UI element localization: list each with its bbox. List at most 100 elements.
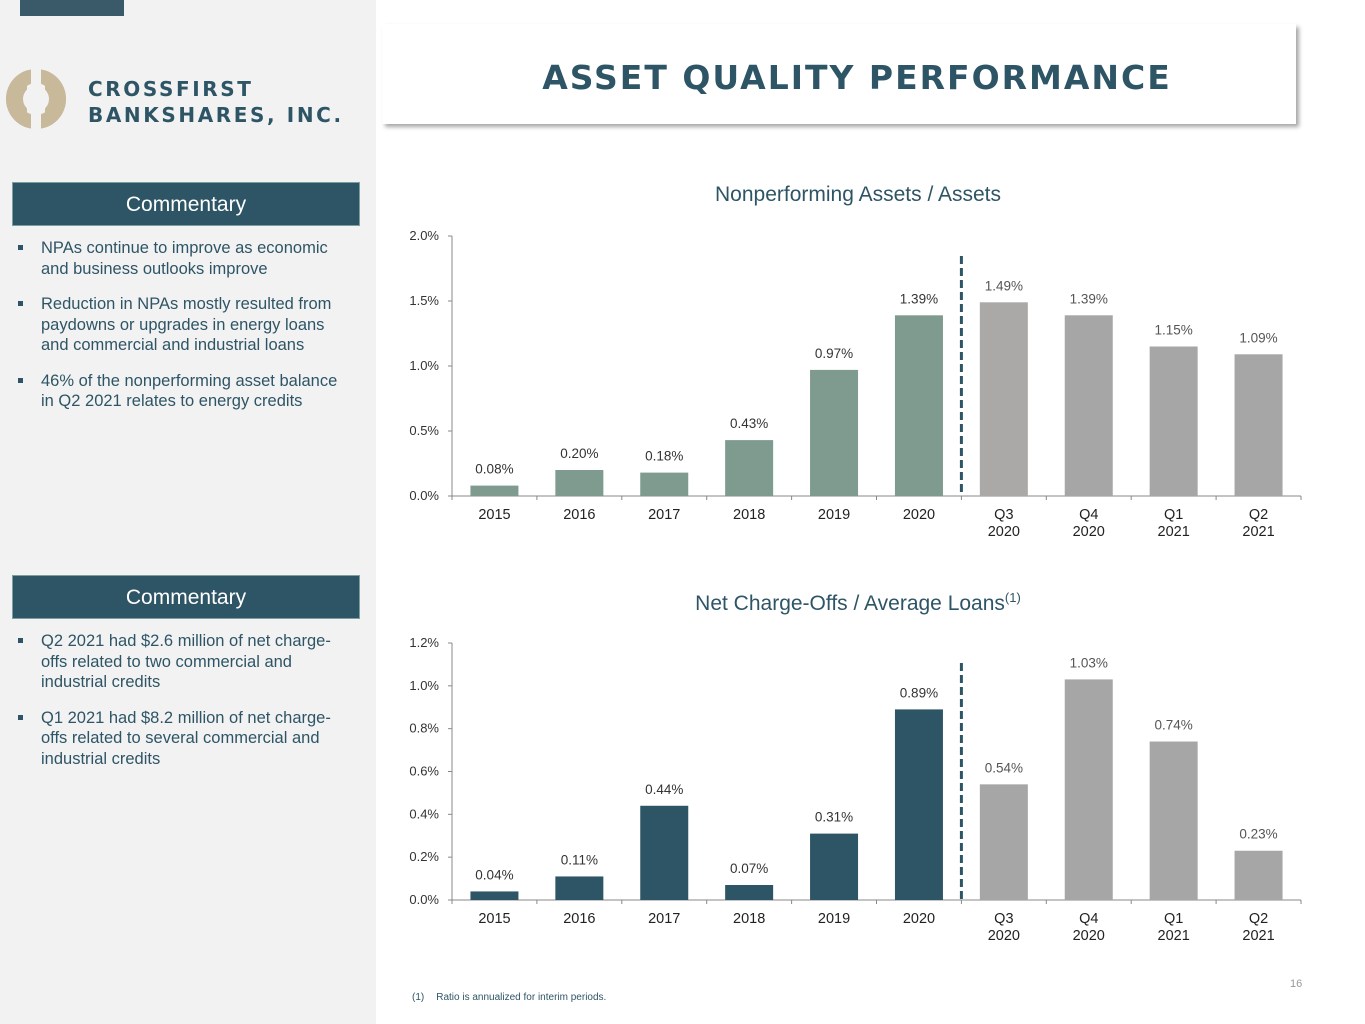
bar [725,440,774,496]
data-label: 1.15% [1155,323,1193,338]
data-label: 0.31% [815,810,853,825]
x-tick-label: 2018 [733,911,765,927]
data-label: 1.49% [985,278,1023,293]
y-tick-label: 0.0% [409,488,439,503]
data-label: 1.39% [1070,291,1108,306]
chart-title-nco: Net Charge-Offs / Average Loans(1) [695,590,1021,615]
bar [1234,354,1283,496]
bar [640,472,689,496]
data-label: 0.44% [645,782,683,797]
bar [470,485,519,496]
x-tick-label: Q3 [994,911,1013,927]
bar [725,885,774,900]
bar [1149,346,1198,496]
y-tick-label: 0.8% [409,721,439,736]
npa-chart: 0.0% 0.5% 1.0% 1.5% 2.0% 0.08% 2015 0.20% 2016 0.… [409,228,1302,540]
footnote: (1) Ratio is annualized for interim perio… [412,992,607,1003]
x-tick-label: 2017 [648,507,680,523]
data-label: 0.07% [730,861,768,876]
list-item: Reduction in NPAs mostly resulted from p… [18,294,353,356]
x-tick-label: 2017 [648,911,680,927]
chart-title-npa: Nonperforming Assets / Assets [715,183,1001,206]
x-tick-label: 2020 [1073,524,1105,540]
bar [555,876,604,900]
bar [640,805,689,900]
x-tick-label: 2021 [1242,928,1274,944]
x-tick-label: Q2 [1249,911,1268,927]
commentary-list-1: NPAs continue to improve as economic and… [18,238,353,427]
x-tick-label: 2021 [1158,928,1190,944]
data-label: 1.09% [1239,330,1277,345]
list-item: NPAs continue to improve as economic and… [18,238,353,279]
page-number: 16 [1290,978,1303,990]
data-label: 0.54% [985,760,1023,775]
x-tick-label: 2021 [1158,524,1190,540]
bar [555,470,604,496]
x-tick-label: Q3 [994,507,1013,523]
bar [470,891,519,900]
data-label: 1.03% [1070,655,1108,670]
top-tab-decoration [20,0,124,16]
brand-name: CROSSFIRST BANKSHARES, INC. [88,76,344,128]
data-label: 0.04% [475,867,513,882]
y-tick-label: 0.4% [409,806,439,821]
data-label: 0.97% [815,346,853,361]
bar [810,833,859,900]
bar [894,315,943,496]
y-tick-label: 1.5% [409,293,439,308]
x-tick-label: 2020 [988,524,1020,540]
bar [1234,850,1283,900]
bar [979,302,1028,496]
bullet-square-icon [18,638,23,643]
commentary-heading-2: Commentary [12,575,360,619]
commentary-list-2: Q2 2021 had $2.6 million of net charge-o… [18,631,353,784]
x-tick-label: 2015 [478,507,510,523]
x-tick-label: 2021 [1242,524,1274,540]
data-label: 0.08% [475,462,513,477]
brand-line-1: CROSSFIRST [88,77,254,101]
x-tick-label: 2018 [733,507,765,523]
x-tick-label: 2020 [903,911,935,927]
data-label: 0.20% [560,446,598,461]
y-tick-label: 0.5% [409,423,439,438]
list-item: Q1 2021 had $8.2 million of net charge-o… [18,708,353,770]
list-item: Q2 2021 had $2.6 million of net charge-o… [18,631,353,693]
left-panel [0,0,376,1024]
x-tick-label: Q2 [1249,507,1268,523]
bar [894,709,943,900]
page-title: ASSET QUALITY PERFORMANCE [542,58,1172,97]
x-tick-label: 2020 [903,507,935,523]
bar [1149,741,1198,900]
x-tick-label: 2019 [818,911,850,927]
x-tick-label: Q4 [1079,507,1098,523]
y-tick-label: 1.0% [409,358,439,373]
list-item: 46% of the nonperforming asset balance i… [18,371,353,412]
x-tick-label: Q1 [1164,911,1183,927]
data-label: 0.23% [1239,827,1277,842]
data-label: 0.74% [1155,718,1193,733]
bullet-square-icon [18,301,23,306]
bar [810,369,859,496]
data-label: 0.11% [561,852,598,867]
x-tick-label: 2019 [818,507,850,523]
y-tick-label: 0.0% [409,892,439,907]
x-tick-label: 2016 [563,911,595,927]
bullet-square-icon [18,245,23,250]
bullet-square-icon [18,714,23,720]
x-tick-label: 2015 [478,911,510,927]
nco-chart: 0.0% 0.2% 0.4% 0.6% 0.8% 1.0% 1.2% 0.04% 2015 0.1… [409,635,1302,944]
commentary-heading-1: Commentary [12,182,360,226]
data-label: 0.43% [730,416,768,431]
y-tick-label: 2.0% [409,228,439,243]
brand-line-2: BANKSHARES, INC. [88,103,344,127]
bullet-square-icon [18,377,23,383]
x-tick-label: 2020 [988,928,1020,944]
data-label: 1.39% [900,291,938,306]
data-label: 0.89% [900,685,938,700]
y-tick-label: 0.2% [409,849,439,864]
x-tick-label: Q1 [1164,507,1183,523]
x-tick-label: 2020 [1073,928,1105,944]
y-tick-label: 0.6% [409,764,439,779]
crossfirst-logo-icon [6,66,66,132]
bar [1064,679,1113,900]
